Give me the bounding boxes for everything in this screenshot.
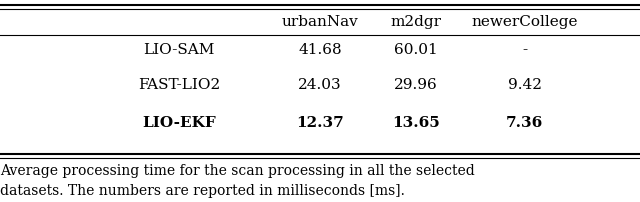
Text: 24.03: 24.03 [298, 78, 342, 93]
Text: LIO-SAM: LIO-SAM [143, 43, 215, 57]
Text: 12.37: 12.37 [296, 116, 344, 130]
Text: urbanNav: urbanNav [282, 15, 358, 29]
Text: -: - [522, 43, 527, 57]
Text: FAST-LIO2: FAST-LIO2 [138, 78, 220, 93]
Text: 41.68: 41.68 [298, 43, 342, 57]
Text: newerCollege: newerCollege [472, 15, 578, 29]
Text: LIO-EKF: LIO-EKF [142, 116, 216, 130]
Text: 60.01: 60.01 [394, 43, 438, 57]
Text: 9.42: 9.42 [508, 78, 542, 93]
Text: m2dgr: m2dgr [390, 15, 442, 29]
Text: 7.36: 7.36 [506, 116, 543, 130]
Text: 13.65: 13.65 [392, 116, 440, 130]
Text: 29.96: 29.96 [394, 78, 438, 93]
Text: Average processing time for the scan processing in all the selected
datasets. Th: Average processing time for the scan pro… [0, 163, 475, 198]
